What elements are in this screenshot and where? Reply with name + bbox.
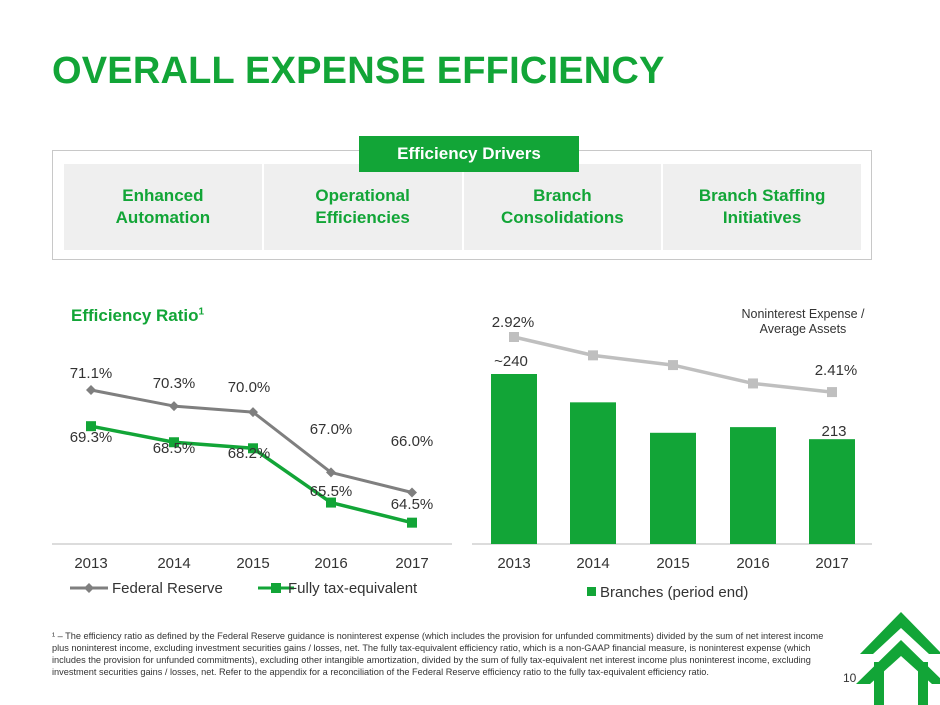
bar-chart-x-tick-2017: 2017: [815, 555, 848, 572]
efficiency-ratio-title-text: Efficiency Ratio: [71, 306, 199, 325]
federal-reserve-label-2016: 67.0%: [310, 421, 353, 438]
noninterest-expense-annotation-line-2: Average Assets: [760, 322, 847, 336]
federal-reserve-point-2017: [407, 487, 417, 498]
fte-label-2016: 65.5%: [310, 483, 353, 500]
federal-reserve-label-2015: 70.0%: [228, 379, 271, 396]
fte-point-2014: [169, 437, 179, 448]
noninterest-expense-ratio-point-2013: [509, 332, 519, 342]
bar-chart-x-tick-2014: 2014: [576, 555, 609, 572]
legend-federal-reserve-label: Federal Reserve: [112, 580, 223, 597]
legend-fte-marker: [271, 583, 281, 593]
branch-bar-2015: [650, 432, 696, 544]
federal-reserve-point-2014: [169, 401, 179, 412]
fte-point-2016: [326, 497, 336, 508]
logo-left-pillar: [874, 662, 884, 705]
page-title: OVERALL EXPENSE EFFICIENCY: [52, 50, 665, 92]
line-series-fully-tax-equivalent: [90, 424, 413, 525]
federal-reserve-label-2014: 70.3%: [153, 375, 196, 392]
noninterest-expense-label-2013: 2.92%: [492, 314, 535, 331]
noninterest-expense-ratio-point-2016: [748, 378, 758, 389]
driver-enhanced-automation: Enhanced Automation: [64, 164, 262, 250]
fte-point-2015: [248, 443, 258, 454]
federal-reserve-point-2013: [86, 385, 96, 395]
footnote-marker: 1: [198, 306, 205, 318]
fte-label-2017: 64.5%: [391, 496, 434, 513]
fte-label-2014: 68.5%: [153, 440, 196, 457]
line-chart-x-tick-2014: 2014: [157, 555, 190, 572]
noninterest-expense-annotation-line-1: Noninterest Expense /: [742, 307, 866, 321]
driver-branch-staffing-initiatives: Branch Staffing Initiatives: [661, 164, 861, 250]
line-series-federal-reserve: [90, 388, 413, 494]
fte-point-2013: [86, 421, 96, 432]
branch-bar-2017: [809, 439, 855, 544]
federal-reserve-point-2015: [248, 407, 258, 418]
fte-label-2013: 69.3%: [70, 429, 113, 446]
noninterest-expense-label-2017: 2.41%: [815, 362, 858, 379]
line-chart-x-tick-2013: 2013: [74, 555, 107, 572]
efficiency-ratio-title: Efficiency Ratio1: [71, 306, 204, 326]
branch-bar-2016: [730, 427, 776, 544]
bar-chart-x-tick-2015: 2015: [656, 555, 689, 572]
driver-branch-consolidations: Branch Consolidations: [461, 164, 662, 250]
branch-bar-2013: [491, 374, 537, 544]
logo-upper-chevron: [860, 612, 940, 654]
footnote: ¹ – The efficiency ratio as defined by t…: [52, 631, 824, 677]
legend-federal-reserve-marker: [84, 583, 94, 593]
logo-tree-icon: [856, 612, 940, 705]
legend-branches-label: Branches (period end): [600, 584, 748, 601]
federal-reserve-label-2013: 71.1%: [70, 365, 113, 382]
branches-chart: 2013 2014 2015 2016 2017 ~240 213 2.92% 2.41% Non…: [472, 307, 872, 601]
legend-fte-label: Fully tax-equivalent: [288, 580, 418, 597]
driver-operational-efficiencies: Operational Efficiencies: [261, 164, 462, 250]
fte-point-2017: [407, 517, 417, 528]
branch-bar-label-2013: ~240: [494, 353, 528, 370]
line-chart-x-tick-2016: 2016: [314, 555, 347, 572]
federal-reserve-point-2016: [326, 467, 336, 478]
logo-right-pillar: [918, 662, 928, 705]
bar-chart-x-tick-2016: 2016: [736, 555, 769, 572]
efficiency-drivers-row: Enhanced Automation Operational Efficien…: [64, 164, 861, 250]
branch-bar-2014: [570, 402, 616, 544]
page-number: 10: [843, 671, 857, 685]
fte-label-2015: 68.2%: [228, 445, 271, 462]
noninterest-expense-ratio-point-2015: [668, 360, 678, 371]
line-chart-x-tick-2017: 2017: [395, 555, 428, 572]
noninterest-expense-ratio-point-2014: [588, 350, 598, 361]
bar-chart-x-tick-2013: 2013: [497, 555, 530, 572]
line-chart-x-tick-2015: 2015: [236, 555, 269, 572]
legend-branches-marker: [587, 587, 596, 596]
branch-bar-label-2017: 213: [821, 423, 846, 440]
efficiency-ratio-chart: 2013 2014 2015 2016 2017 71.1% 70.3% 70.0% 67.0%…: [52, 365, 452, 597]
noninterest-expense-ratio-point-2017: [827, 387, 837, 398]
federal-reserve-label-2017: 66.0%: [391, 433, 434, 450]
efficiency-drivers-badge: Efficiency Drivers: [359, 136, 579, 172]
